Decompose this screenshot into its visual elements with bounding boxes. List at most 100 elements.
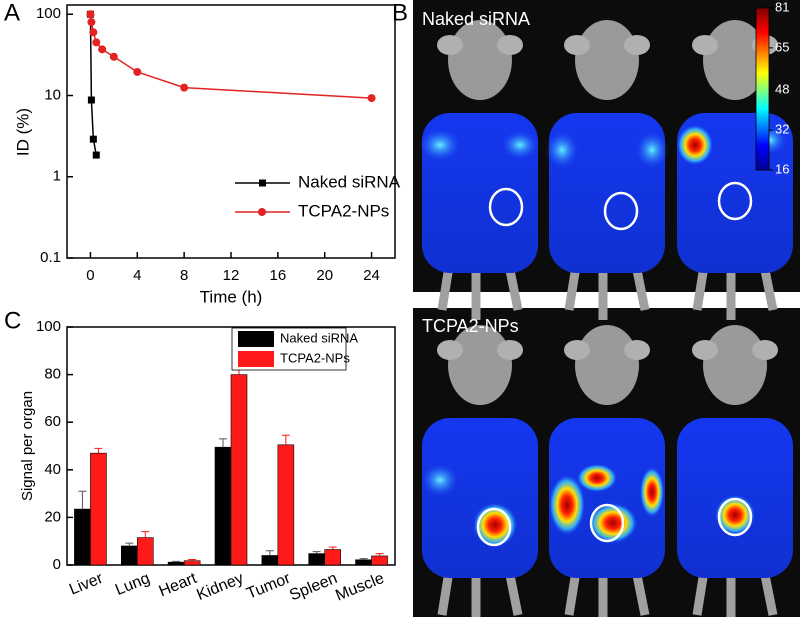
signal-spot — [636, 132, 668, 168]
signal-spot — [577, 464, 617, 492]
data-line — [89, 14, 98, 156]
x-tick-label: Spleen — [287, 570, 340, 604]
y-tick-label: 80 — [44, 366, 61, 383]
x-tick-label: 8 — [180, 267, 188, 284]
y-tick-label: 100 — [36, 5, 61, 22]
bar — [277, 444, 295, 566]
bar — [74, 508, 91, 566]
mouse-head — [703, 325, 767, 405]
bar — [120, 545, 138, 566]
bar — [214, 446, 232, 566]
data-point — [92, 38, 101, 47]
tumor-circle — [603, 191, 639, 231]
error-bar — [328, 546, 337, 550]
x-tick-label: 20 — [316, 267, 333, 284]
mouse-ear — [752, 340, 778, 360]
error-bar — [78, 490, 87, 510]
signal-spot — [420, 129, 460, 161]
x-tick-label: Heart — [157, 570, 200, 601]
mouse-body — [549, 113, 665, 273]
mouse-ear — [692, 35, 718, 55]
data-point — [89, 135, 97, 143]
y-axis-label: Signal per organ — [19, 391, 36, 501]
mouse-ear — [624, 340, 650, 360]
x-tick-label: 24 — [363, 267, 380, 284]
signal-spot — [422, 464, 458, 496]
legend-label: TCPA2-NPs — [280, 350, 350, 365]
bar — [167, 561, 185, 566]
signal-spot — [549, 475, 585, 535]
mouse-ear — [564, 35, 590, 55]
error-bar — [312, 551, 321, 554]
tumor-circle — [488, 187, 524, 227]
mouse-head — [575, 20, 639, 100]
signal-spot — [677, 125, 713, 165]
tumor-circle — [717, 497, 753, 537]
mouse-head — [448, 20, 512, 100]
bar — [90, 452, 107, 566]
x-tick-label: Kidney — [194, 570, 246, 604]
signal-spot — [502, 131, 538, 159]
y-tick-label: 0 — [53, 556, 61, 573]
bar — [261, 555, 279, 566]
signal-spot — [546, 132, 578, 168]
error-bar — [281, 434, 290, 445]
bar — [324, 549, 342, 566]
mouse-ear — [497, 35, 523, 55]
mice — [420, 20, 793, 617]
x-tick-label: Lung — [113, 570, 152, 599]
panel-label: C — [4, 307, 21, 334]
signal-spot — [640, 467, 664, 517]
y-tick-label: 0.1 — [40, 249, 61, 266]
x-tick-label: Tumor — [244, 570, 293, 603]
data-point — [180, 83, 189, 92]
data-point — [367, 94, 376, 103]
y-tick-label: 60 — [44, 413, 61, 430]
bar — [136, 537, 154, 566]
y-tick-label: 20 — [44, 508, 61, 525]
bar — [230, 374, 248, 566]
legend-swatch — [238, 351, 274, 367]
bar — [371, 555, 388, 566]
x-tick-label: 4 — [133, 267, 141, 284]
colorbar-tick-label: 32 — [775, 122, 789, 137]
image-label: Naked siRNA — [422, 9, 530, 29]
error-bar — [219, 438, 227, 448]
mouse-ear — [437, 340, 463, 360]
error-bar — [141, 531, 150, 538]
error-bar — [94, 447, 103, 454]
data-point — [89, 28, 98, 37]
bar — [183, 560, 201, 566]
legend-marker — [259, 179, 266, 187]
legend-label: Naked siRNA — [298, 172, 401, 191]
colorbar-tick-label: 16 — [775, 161, 789, 176]
x-tick-label: 16 — [270, 267, 287, 284]
bar — [308, 553, 326, 566]
data-point — [86, 10, 95, 19]
y-tick-label: 1 — [53, 168, 61, 185]
tumor-circle — [717, 181, 753, 221]
x-axis-label: Time (h) — [200, 287, 263, 306]
legend-label: TCPA2-NPs — [298, 201, 389, 220]
mouse-body — [549, 418, 665, 578]
image-label: TCPA2-NPs — [422, 316, 519, 336]
legend-marker — [258, 208, 266, 216]
colorbar-tick-label: 81 — [775, 0, 789, 14]
signal-spot — [589, 503, 637, 543]
mouse-ear — [437, 35, 463, 55]
data-point — [133, 67, 142, 76]
colorbar-tick-label: 65 — [775, 39, 789, 54]
y-tick-label: 10 — [44, 86, 61, 103]
error-bar — [172, 560, 181, 563]
colorbar — [755, 7, 770, 171]
mouse-head — [448, 325, 512, 405]
data-point — [87, 96, 95, 104]
tumor-circle — [589, 503, 625, 543]
mouse-head — [703, 20, 767, 100]
panel-label: B — [392, 0, 408, 26]
mouse-ear — [692, 340, 718, 360]
data-point — [98, 45, 107, 54]
error-bar — [359, 558, 368, 560]
mouse-head — [575, 325, 639, 405]
